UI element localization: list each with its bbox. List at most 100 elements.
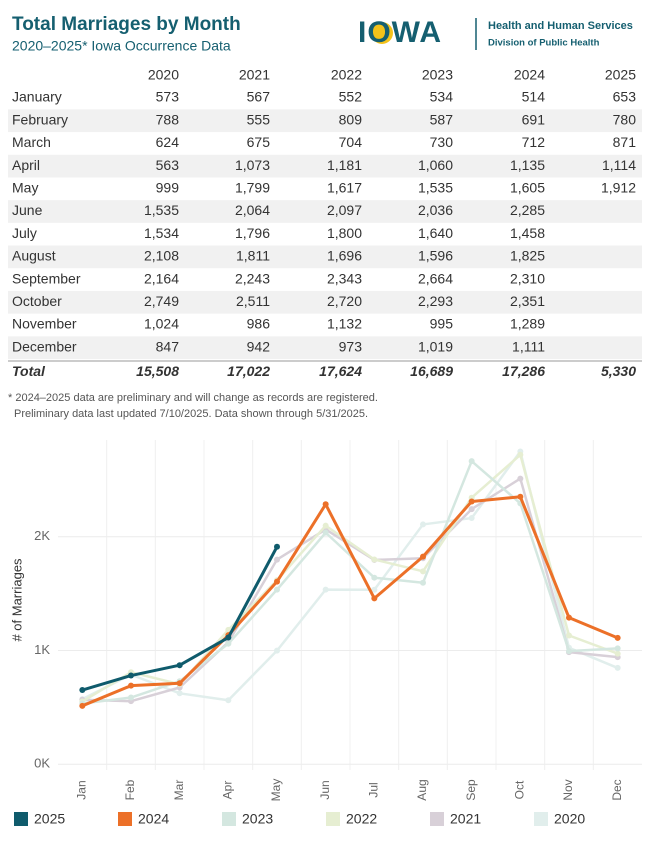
footnote: * 2024–2025 data are preliminary and wil… — [8, 392, 378, 404]
cell: 1,640 — [418, 225, 453, 241]
cell: 573 — [156, 89, 180, 105]
cell: 514 — [522, 89, 546, 105]
point — [322, 529, 329, 536]
point — [420, 579, 426, 586]
point — [79, 702, 86, 709]
total-label: Total — [12, 363, 46, 379]
row-label: March — [12, 134, 51, 150]
column-header: 2024 — [514, 67, 545, 83]
row-label: July — [12, 225, 37, 241]
point — [566, 648, 572, 655]
cell: 730 — [430, 134, 454, 150]
cell: 1,800 — [327, 225, 362, 241]
cell: 624 — [156, 134, 180, 150]
cell: 2,664 — [418, 270, 453, 286]
point — [614, 634, 621, 641]
division: Division of Public Health — [488, 38, 600, 49]
row-stripe — [8, 109, 642, 133]
point — [274, 556, 280, 563]
cell: 973 — [339, 338, 363, 354]
cell: 1,534 — [144, 225, 179, 241]
cell: 1,135 — [510, 157, 545, 173]
row-label: August — [12, 248, 56, 264]
row-label: June — [12, 202, 43, 218]
point — [225, 697, 232, 704]
cell: 567 — [247, 89, 271, 105]
x-tick-label: Jul — [367, 782, 381, 797]
cell: 999 — [156, 180, 180, 196]
point — [128, 682, 134, 689]
series-line — [82, 477, 618, 703]
cell: 555 — [247, 111, 271, 127]
row-stripe — [8, 245, 642, 269]
point — [566, 632, 572, 639]
cell: 2,164 — [144, 270, 179, 286]
cell: 1,073 — [235, 157, 270, 173]
cell: 2,351 — [510, 293, 545, 309]
cell: 1,535 — [144, 202, 179, 218]
row-label: November — [12, 316, 77, 332]
row-label: April — [12, 157, 40, 173]
cell: 2,036 — [418, 202, 453, 218]
subtitle: 2020–2025* Iowa Occurrence Data — [12, 38, 231, 54]
cell: 552 — [339, 89, 363, 105]
x-tick-label: May — [269, 779, 283, 802]
cell: 2,243 — [235, 270, 270, 286]
series-line — [81, 546, 279, 692]
point — [274, 647, 280, 654]
point — [371, 574, 378, 581]
column-header: 2020 — [148, 67, 179, 83]
point — [274, 578, 280, 585]
cell: 587 — [430, 111, 454, 127]
point — [176, 680, 183, 687]
org: Health and Human Services — [488, 20, 633, 32]
point — [322, 586, 329, 593]
row-stripe — [8, 154, 642, 178]
cell: 1,535 — [418, 180, 453, 196]
x-tick-label: Oct — [513, 780, 527, 799]
point — [176, 690, 183, 697]
point — [614, 664, 621, 671]
cell: 847 — [156, 338, 180, 354]
x-tick-label: Apr — [221, 781, 235, 800]
cell: 788 — [156, 111, 180, 127]
cell: 942 — [247, 338, 271, 354]
series-line — [81, 495, 619, 708]
cell: 1,024 — [144, 316, 179, 332]
row-label: May — [12, 180, 38, 196]
row-stripe — [8, 290, 642, 314]
cell: 1,799 — [235, 180, 270, 196]
cell: 1,696 — [327, 248, 362, 264]
legend-swatch — [118, 812, 132, 826]
legend-label: 2023 — [242, 811, 273, 827]
point — [176, 662, 183, 669]
cell: 2,310 — [510, 270, 545, 286]
cell: 653 — [613, 89, 637, 105]
cell: 995 — [430, 316, 454, 332]
cell: 1,289 — [510, 316, 545, 332]
cell: 2,064 — [235, 202, 270, 218]
legend-label: 2024 — [138, 811, 169, 827]
cell: 1,596 — [418, 248, 453, 264]
x-tick-label: Nov — [561, 779, 575, 800]
point — [517, 451, 524, 458]
cell: 2,511 — [236, 293, 270, 309]
column-header: 2021 — [239, 67, 270, 83]
legend-swatch — [326, 812, 340, 826]
y-axis-label: # of Marriages — [9, 558, 24, 642]
title: Total Marriages by Month — [12, 14, 241, 35]
row-stripe — [8, 200, 642, 223]
cell: 1,796 — [235, 225, 270, 241]
footnote: Preliminary data last updated 7/10/2025.… — [14, 408, 368, 420]
cell: 675 — [247, 134, 271, 150]
point — [614, 645, 621, 652]
point — [517, 493, 524, 500]
point — [566, 614, 572, 621]
point — [614, 650, 621, 657]
point — [468, 515, 475, 522]
cell: 563 — [156, 157, 180, 173]
cell: 809 — [339, 111, 363, 127]
legend-label: 2022 — [346, 811, 377, 827]
row-label: December — [12, 338, 77, 354]
legend-swatch — [534, 812, 548, 826]
